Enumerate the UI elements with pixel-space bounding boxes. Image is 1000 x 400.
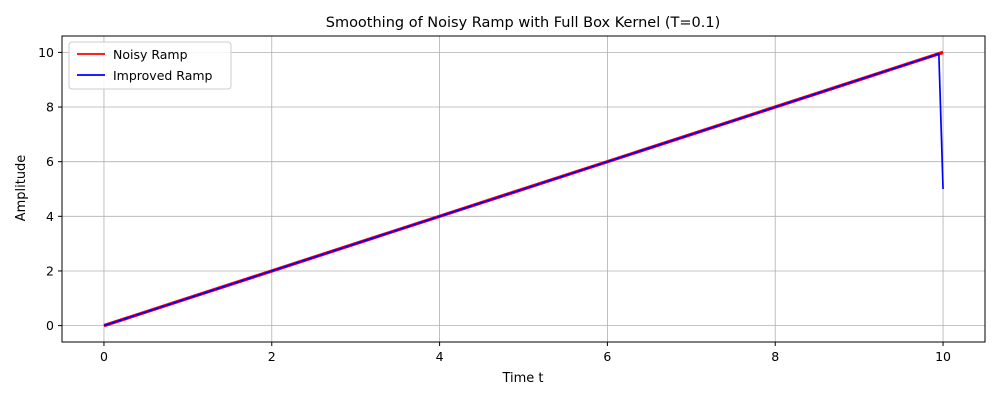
y-tick-label: 0	[46, 318, 54, 333]
y-axis-label: Amplitude	[14, 155, 29, 222]
chart-title: Smoothing of Noisy Ramp with Full Box Ke…	[326, 15, 721, 31]
x-tick-label: 4	[436, 349, 444, 364]
y-tick-label: 10	[38, 45, 54, 60]
x-axis-label: Time t	[501, 371, 543, 386]
x-tick-label: 6	[603, 349, 611, 364]
x-tick-label: 10	[935, 349, 951, 364]
x-tick-label: 8	[771, 349, 779, 364]
series-line-improved-ramp	[103, 52, 944, 327]
y-axis-ticks: 0 2 4 6 8 10	[38, 45, 62, 333]
legend-label-noisy-ramp: Noisy Ramp	[113, 47, 188, 62]
x-tick-label: 0	[100, 349, 108, 364]
plot-frame	[61, 35, 986, 343]
y-tick-label: 6	[46, 154, 54, 169]
y-tick-label: 8	[46, 100, 54, 115]
x-tick-label: 2	[268, 349, 276, 364]
series-lines	[103, 50, 944, 328]
y-tick-label: 4	[46, 209, 54, 224]
legend-box	[68, 41, 232, 90]
x-axis-ticks: 0 2 4 6 8 10	[100, 342, 951, 364]
legend-label-improved-ramp: Improved Ramp	[113, 68, 213, 83]
y-tick-label: 2	[46, 263, 54, 278]
legend: Noisy Ramp Improved Ramp	[68, 41, 232, 90]
